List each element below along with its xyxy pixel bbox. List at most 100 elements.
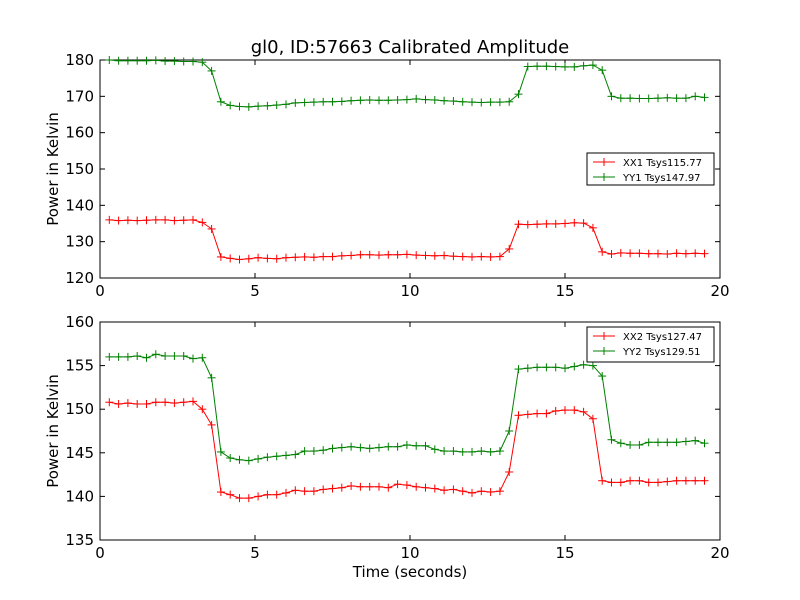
data-point bbox=[588, 414, 597, 423]
data-point bbox=[654, 94, 662, 103]
data-point bbox=[179, 57, 188, 66]
data-point bbox=[216, 252, 225, 261]
data-point bbox=[626, 94, 635, 103]
data-point bbox=[412, 94, 421, 103]
data-point bbox=[263, 490, 272, 499]
data-point bbox=[365, 444, 374, 453]
data-point bbox=[328, 252, 337, 261]
data-point bbox=[226, 254, 235, 263]
data-point bbox=[170, 399, 179, 408]
data-point bbox=[216, 488, 225, 497]
y-tick-label: 120 bbox=[65, 269, 94, 287]
data-point bbox=[179, 216, 188, 225]
data-point bbox=[626, 440, 635, 449]
legend-label: XX1 Tsys115.77 bbox=[623, 158, 702, 169]
data-point bbox=[151, 350, 160, 359]
data-point bbox=[700, 476, 709, 485]
data-point bbox=[384, 250, 393, 259]
data-point bbox=[561, 62, 569, 71]
data-point bbox=[468, 98, 476, 107]
legend-entry: YY2 Tsys129.51 bbox=[593, 347, 701, 358]
y-tick-label: 130 bbox=[65, 233, 94, 251]
data-point bbox=[309, 98, 318, 107]
data-point bbox=[198, 405, 207, 414]
data-point bbox=[533, 62, 542, 71]
series-yy2 bbox=[105, 350, 709, 465]
data-point bbox=[700, 249, 709, 258]
data-point bbox=[449, 485, 458, 494]
data-point bbox=[198, 218, 207, 227]
data-point bbox=[477, 98, 486, 107]
y-axis-label: Power in Kelvin bbox=[44, 112, 62, 226]
data-point bbox=[514, 411, 523, 420]
data-point bbox=[300, 98, 309, 107]
data-point bbox=[282, 451, 290, 460]
data-point bbox=[681, 437, 690, 446]
data-point bbox=[402, 440, 411, 449]
plot-bottom: 0 5 10 15 20 135 140 145 150 155 160 Power in Kelvi… bbox=[44, 313, 730, 581]
data-point bbox=[123, 352, 132, 361]
data-point bbox=[663, 477, 672, 486]
y-tick-label: 135 bbox=[65, 531, 94, 549]
data-point bbox=[244, 102, 253, 111]
y-axis-label: Power in Kelvin bbox=[44, 374, 62, 488]
data-point bbox=[291, 98, 300, 107]
data-point bbox=[142, 399, 151, 408]
data-point bbox=[375, 482, 383, 491]
data-point bbox=[161, 215, 170, 224]
data-point bbox=[430, 95, 439, 104]
data-point bbox=[384, 483, 393, 492]
data-point bbox=[616, 94, 625, 103]
data-point bbox=[207, 420, 216, 429]
data-point bbox=[402, 481, 411, 490]
data-point bbox=[161, 398, 170, 407]
data-point bbox=[189, 57, 197, 66]
data-point bbox=[207, 66, 216, 75]
data-point bbox=[635, 440, 644, 449]
x-tick-label: 5 bbox=[250, 544, 260, 562]
legend-box bbox=[586, 152, 715, 186]
data-point bbox=[468, 447, 476, 456]
data-point bbox=[170, 352, 179, 361]
data-point bbox=[133, 56, 142, 65]
data-point bbox=[161, 57, 170, 66]
data-point bbox=[635, 476, 644, 485]
data-point bbox=[402, 250, 411, 259]
data-point bbox=[570, 362, 579, 371]
data-point bbox=[440, 486, 449, 495]
data-point bbox=[272, 452, 281, 461]
data-point bbox=[123, 216, 132, 225]
data-point bbox=[672, 438, 681, 447]
data-point bbox=[458, 447, 467, 456]
data-point bbox=[216, 447, 225, 456]
data-point bbox=[551, 406, 560, 415]
data-point bbox=[189, 397, 197, 406]
data-point bbox=[254, 454, 263, 463]
data-point bbox=[421, 251, 430, 260]
data-point bbox=[523, 364, 532, 373]
data-point bbox=[263, 453, 272, 462]
data-point bbox=[477, 252, 486, 261]
data-point bbox=[356, 250, 365, 259]
data-point bbox=[505, 244, 514, 253]
y-tick-label: 160 bbox=[65, 313, 94, 331]
data-point bbox=[421, 95, 430, 104]
data-point bbox=[486, 98, 495, 107]
data-point bbox=[365, 95, 374, 104]
legend: XX1 Tsys115.77 YY1 Tsys147.97 bbox=[586, 152, 715, 186]
data-point bbox=[654, 438, 662, 447]
legend-box bbox=[586, 326, 715, 363]
data-point bbox=[468, 252, 476, 261]
plot-top: 0 5 10 15 20 120 130 140 150 160 170 180 Power in Ke… bbox=[44, 51, 730, 300]
data-point bbox=[384, 442, 393, 451]
data-point bbox=[347, 96, 356, 105]
data-point bbox=[384, 96, 393, 105]
series-xx2 bbox=[105, 397, 709, 503]
data-point bbox=[142, 353, 151, 362]
data-point bbox=[235, 494, 244, 503]
x-tick-label: 15 bbox=[555, 544, 574, 562]
data-point bbox=[375, 251, 383, 260]
data-point bbox=[263, 101, 272, 110]
data-point bbox=[161, 352, 170, 361]
legend-label: YY1 Tsys147.97 bbox=[622, 173, 701, 184]
